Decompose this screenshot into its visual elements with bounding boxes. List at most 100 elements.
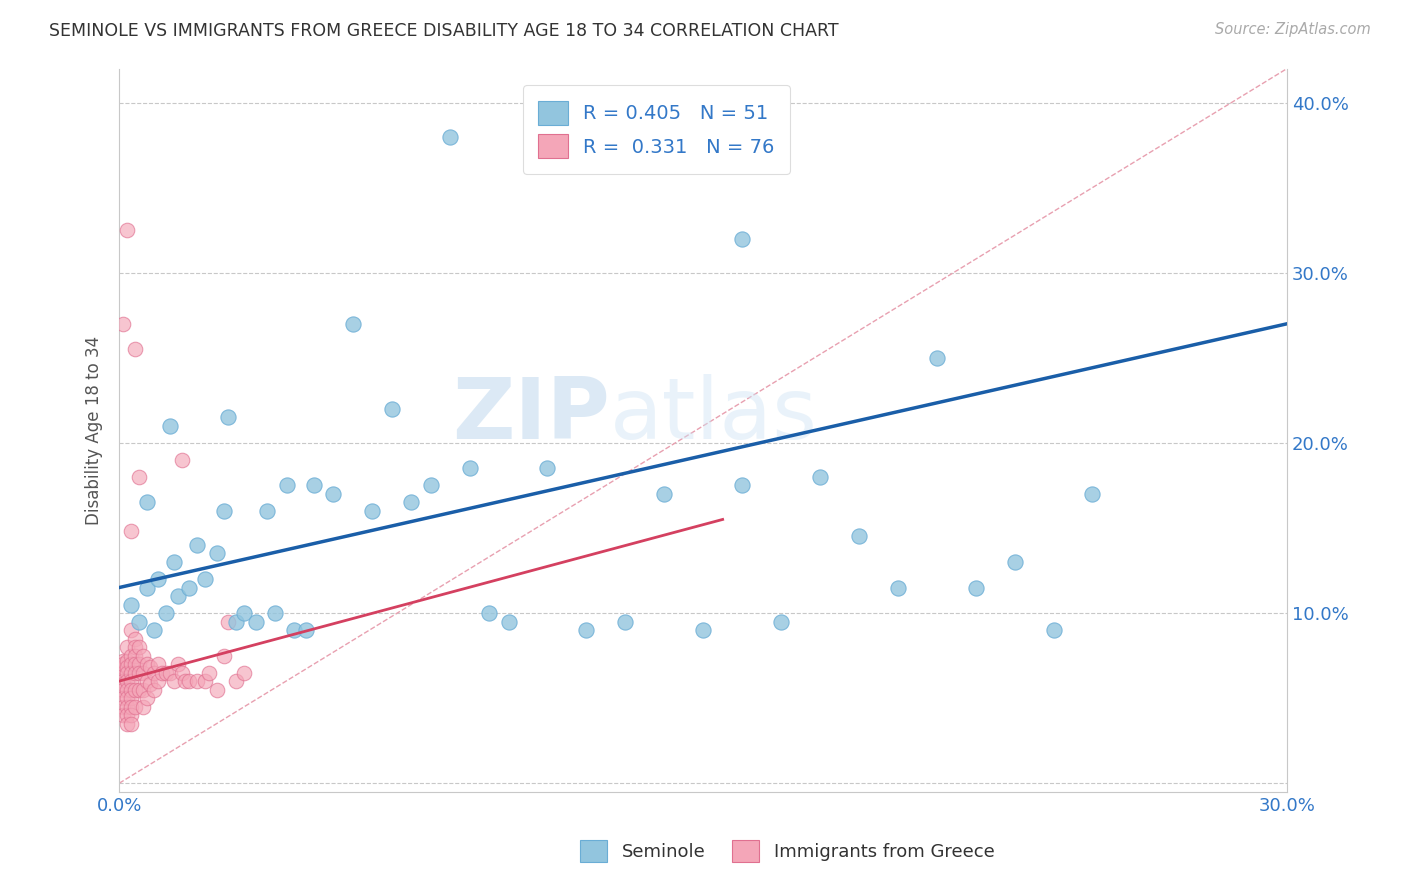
Point [458, 461, 481, 475]
Point [194, 572, 217, 586]
Point [232, 665, 254, 680]
Point [399, 495, 422, 509]
Point [166, 589, 188, 603]
Point [112, 665, 135, 680]
Point [131, 682, 153, 697]
Point [120, 623, 142, 637]
Point [131, 699, 153, 714]
Point [120, 524, 142, 539]
Point [731, 232, 754, 246]
Point [381, 401, 404, 416]
Point [1004, 555, 1026, 569]
Point [848, 529, 870, 543]
Point [148, 657, 170, 671]
Point [135, 657, 157, 671]
Point [124, 640, 146, 654]
Point [179, 581, 201, 595]
Point [361, 504, 384, 518]
Point [115, 640, 138, 654]
Point [194, 674, 217, 689]
Point [419, 478, 441, 492]
Point [575, 623, 598, 637]
Point [112, 699, 135, 714]
Point [143, 623, 166, 637]
Point [1081, 487, 1104, 501]
Point [135, 691, 157, 706]
Point [115, 716, 138, 731]
Point [225, 615, 247, 629]
Point [652, 487, 675, 501]
Point [124, 699, 146, 714]
Point [112, 660, 135, 674]
Point [225, 674, 247, 689]
Point [112, 708, 135, 723]
Point [264, 606, 287, 620]
Point [120, 716, 142, 731]
Point [925, 351, 948, 365]
Point [143, 665, 166, 680]
Point [214, 648, 236, 663]
Point [283, 623, 305, 637]
Text: SEMINOLE VS IMMIGRANTS FROM GREECE DISABILITY AGE 18 TO 34 CORRELATION CHART: SEMINOLE VS IMMIGRANTS FROM GREECE DISAB… [49, 22, 839, 40]
Point [120, 598, 142, 612]
Point [322, 487, 344, 501]
Y-axis label: Disability Age 18 to 34: Disability Age 18 to 34 [86, 335, 103, 524]
Point [179, 674, 201, 689]
Point [439, 129, 461, 144]
Point [143, 682, 166, 697]
Point [124, 682, 146, 697]
Point [128, 682, 150, 697]
Point [205, 546, 228, 560]
Point [887, 581, 910, 595]
Point [155, 665, 177, 680]
Point [276, 478, 298, 492]
Point [139, 677, 162, 691]
Point [115, 665, 138, 680]
Point [120, 674, 142, 689]
Point [112, 317, 135, 331]
Point [614, 615, 637, 629]
Point [139, 660, 162, 674]
Point [131, 665, 153, 680]
Point [478, 606, 501, 620]
Point [120, 708, 142, 723]
Point [170, 453, 193, 467]
Point [131, 648, 153, 663]
Point [186, 674, 208, 689]
Point [232, 606, 254, 620]
Point [148, 674, 170, 689]
Point [128, 470, 150, 484]
Point [692, 623, 714, 637]
Point [174, 674, 197, 689]
Point [217, 615, 239, 629]
Legend: Seminole, Immigrants from Greece: Seminole, Immigrants from Greece [572, 833, 1002, 870]
Point [159, 665, 181, 680]
Point [217, 410, 239, 425]
Point [135, 674, 157, 689]
Point [155, 606, 177, 620]
Point [150, 665, 173, 680]
Point [112, 682, 135, 697]
Point [115, 223, 138, 237]
Text: ZIP: ZIP [451, 374, 610, 457]
Point [115, 654, 138, 668]
Point [115, 660, 138, 674]
Point [498, 615, 520, 629]
Point [205, 682, 228, 697]
Point [120, 665, 142, 680]
Text: Source: ZipAtlas.com: Source: ZipAtlas.com [1215, 22, 1371, 37]
Point [170, 665, 193, 680]
Point [112, 677, 135, 691]
Point [536, 461, 558, 475]
Point [112, 654, 135, 668]
Point [115, 699, 138, 714]
Point [148, 572, 170, 586]
Text: atlas: atlas [610, 374, 818, 457]
Point [120, 682, 142, 697]
Point [135, 495, 157, 509]
Point [112, 657, 135, 671]
Point [159, 418, 181, 433]
Point [120, 648, 142, 663]
Point [120, 699, 142, 714]
Point [342, 317, 364, 331]
